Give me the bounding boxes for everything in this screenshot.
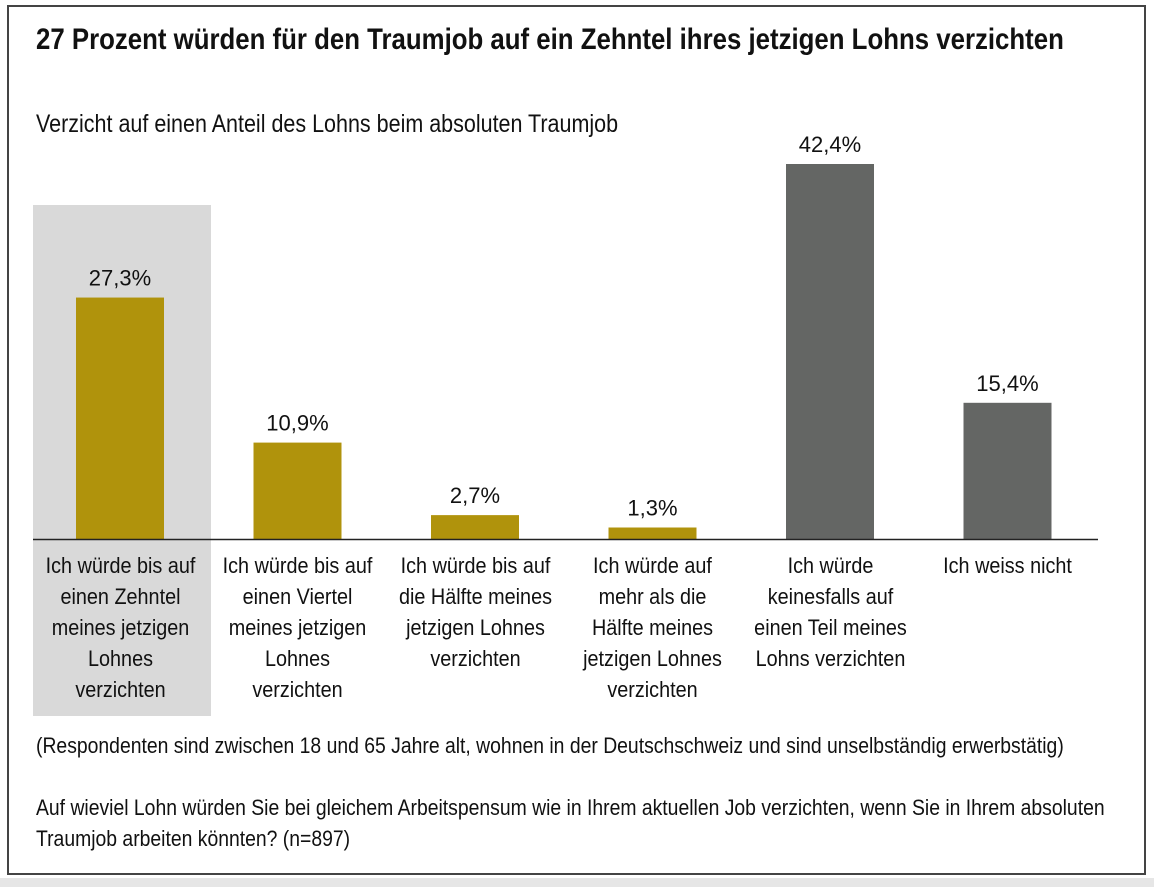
bar bbox=[431, 515, 519, 539]
data-label: 27,3% bbox=[89, 266, 151, 291]
category-label: Ich würde bis auf die Hälfte meines jetz… bbox=[387, 550, 564, 674]
category-label-text: Ich weiss nicht bbox=[943, 553, 1072, 578]
data-label: 10,9% bbox=[266, 411, 328, 436]
bar bbox=[253, 442, 342, 539]
category-label-text: Ich würde bis auf die Hälfte meines jetz… bbox=[398, 553, 552, 671]
bar bbox=[786, 164, 874, 539]
chart-subtitle: Verzicht auf einen Anteil des Lohns beim… bbox=[36, 110, 619, 138]
bar bbox=[608, 527, 697, 539]
category-label-text: Ich würde auf mehr als die Hälfte meines… bbox=[583, 553, 722, 702]
category-label-text: Ich würde keinesfalls auf einen Teil mei… bbox=[753, 553, 907, 671]
data-label: 1,3% bbox=[627, 496, 677, 521]
data-label: 15,4% bbox=[976, 371, 1038, 396]
category-label: Ich würde keinesfalls auf einen Teil mei… bbox=[742, 550, 919, 674]
chart-frame bbox=[7, 5, 1146, 875]
category-label: Ich würde bis auf einen Zehntel meines j… bbox=[32, 550, 209, 705]
bar bbox=[963, 402, 1052, 539]
category-label-text: Ich würde bis auf einen Zehntel meines j… bbox=[45, 553, 195, 702]
category-label: Ich würde bis auf einen Viertel meines j… bbox=[209, 550, 386, 705]
footnote-question: Auf wieviel Lohn würden Sie bei gleichem… bbox=[36, 795, 1105, 851]
category-label: Ich würde auf mehr als die Hälfte meines… bbox=[564, 550, 741, 705]
category-label: Ich weiss nicht bbox=[919, 550, 1096, 581]
footnote-respondents: (Respondenten sind zwischen 18 und 65 Ja… bbox=[36, 733, 1064, 758]
chart-title: 27 Prozent würden für den Traumjob auf e… bbox=[36, 23, 1064, 56]
data-label: 2,7% bbox=[450, 483, 500, 508]
data-label: 42,4% bbox=[799, 132, 861, 157]
category-label-text: Ich würde bis auf einen Viertel meines j… bbox=[222, 553, 373, 702]
bottom-shade bbox=[0, 878, 1154, 887]
bar bbox=[76, 297, 164, 539]
